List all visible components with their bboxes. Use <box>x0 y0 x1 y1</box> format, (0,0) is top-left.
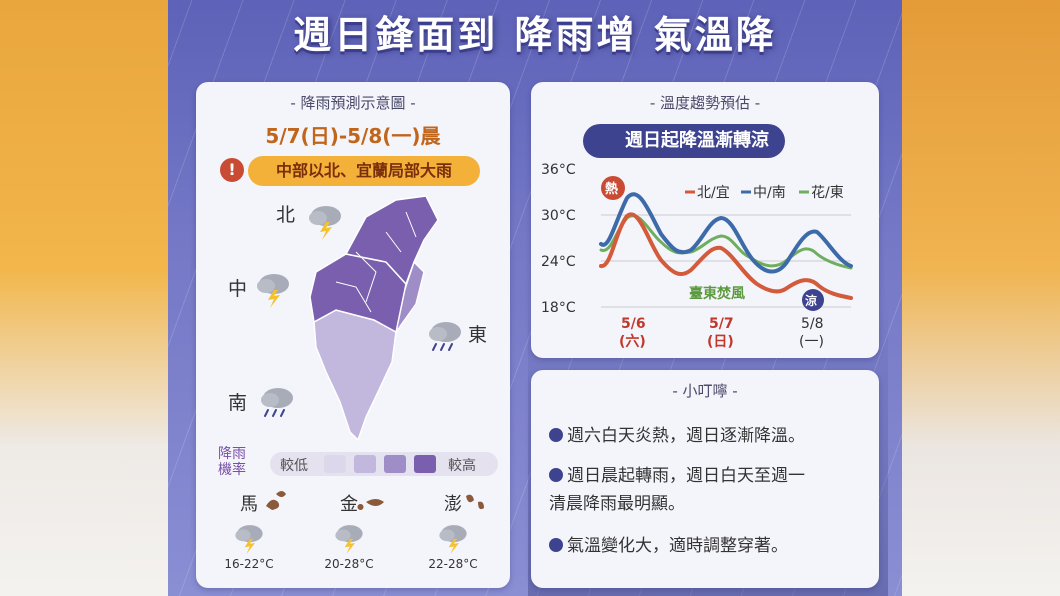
bullet-icon <box>549 428 563 442</box>
island-penghu: 澎 22-28°C <box>418 490 488 571</box>
alert-icon: ! <box>220 158 244 182</box>
legend-north: 北/宜 <box>697 185 730 201</box>
temperature-chart: 36°C 30°C 24°C 18°C 北/宜 中/南 花/東 熱 <box>541 162 853 350</box>
map-south <box>313 309 397 442</box>
region-north-label: 北 <box>276 204 296 226</box>
island-temp-range: 22-28°C <box>428 557 478 571</box>
x-label-day: (一) <box>799 334 824 350</box>
hot-marker: 熱 <box>605 181 618 197</box>
thunderstorm-icon <box>309 206 341 240</box>
thunderstorm-icon <box>335 525 363 554</box>
region-east-label: 東 <box>468 324 488 346</box>
hot-marker-bg <box>601 176 625 200</box>
background-right <box>900 0 1060 596</box>
tips-heading: - 小叮嚀 - <box>672 382 738 400</box>
legend-swatch-4 <box>414 455 436 473</box>
temp-panel-heading: - 溫度趨勢預估 - <box>649 94 761 112</box>
legend-swatch-3 <box>384 455 406 473</box>
rain-panel-heading: - 降雨預測示意圖 - <box>290 94 416 112</box>
series-north-line <box>599 212 853 300</box>
x-label-day: (日) <box>707 334 734 350</box>
x-axis-labels: 5/6 (六) 5/7 (日) 5/8 (一) <box>619 316 824 350</box>
reminder-panel: - 小叮嚀 - 週六白天炎熱，週日逐漸降溫。 週日晨起轉雨，週日白天至週一 清晨… <box>531 370 879 588</box>
page-title: 週日鋒面到 降雨增 氣溫降 <box>293 13 777 57</box>
taiwan-rain-map <box>309 195 439 442</box>
tip-text-cont: 清晨降雨最明顯。 <box>549 494 685 514</box>
x-label-date: 5/8 <box>801 316 824 332</box>
legend-swatch-2 <box>354 455 376 473</box>
region-south-label: 南 <box>228 392 248 414</box>
infographic-card: 週日鋒面到 降雨增 氣溫降 - 降雨預測示意圖 - 5/7(日)-5/8(一)晨… <box>168 0 902 596</box>
temperature-trend-panel: - 溫度趨勢預估 - ! 週日起降溫漸轉涼 36°C 30°C 24°C 18°… <box>531 82 879 358</box>
background-left <box>0 0 170 596</box>
temp-trend-badge: 週日起降溫漸轉涼 <box>583 124 785 158</box>
region-central-label: 中 <box>228 278 248 300</box>
bullet-icon <box>549 468 563 482</box>
cool-marker-bg <box>802 289 824 311</box>
bullet-icon <box>549 538 563 552</box>
tip-text: 週日晨起轉雨，週日白天至週一 <box>567 466 805 486</box>
island-temp-range: 20-28°C <box>324 557 374 571</box>
legend-low: 較低 <box>280 458 308 474</box>
legend-label-line2: 機率 <box>218 462 246 478</box>
island-name: 澎 <box>444 494 462 515</box>
rain-cloud-icon <box>429 322 461 351</box>
island-name: 馬 <box>240 494 258 515</box>
tip-text: 氣溫變化大，適時調整穿著。 <box>567 536 788 556</box>
x-label-date: 5/7 <box>709 316 734 332</box>
y-tick-24: 24°C <box>541 254 576 270</box>
y-tick-18: 18°C <box>541 300 576 316</box>
x-label-day: (六) <box>619 333 646 350</box>
series-central-line <box>599 192 853 274</box>
legend-high: 較高 <box>448 458 476 474</box>
legend-label: 降雨 機率 <box>218 446 246 478</box>
island-matsu: 馬 16-22°C <box>214 490 284 571</box>
y-tick-30: 30°C <box>541 208 576 224</box>
y-tick-36: 36°C <box>541 162 576 178</box>
island-temp-range: 16-22°C <box>224 557 274 571</box>
rain-cloud-icon <box>261 388 293 417</box>
tip-text: 週六白天炎熱，週日逐漸降溫。 <box>567 426 805 446</box>
tip-item: 週六白天炎熱，週日逐漸降溫。 <box>549 422 869 450</box>
thunderstorm-icon <box>439 525 467 554</box>
chart-legend: 北/宜 中/南 花/東 <box>685 185 844 201</box>
island-shapes <box>266 491 484 510</box>
tip-item: 週日晨起轉雨，週日白天至週一 清晨降雨最明顯。 <box>549 462 869 518</box>
cool-marker: 涼 <box>805 293 817 308</box>
thunderstorm-icon <box>257 274 289 308</box>
island-name: 金 <box>340 494 358 515</box>
heavy-rain-alert: 中部以北、宜蘭局部大雨 <box>248 156 480 186</box>
y-axis-ticks: 36°C 30°C 24°C 18°C <box>541 162 576 316</box>
x-label-date: 5/6 <box>621 316 646 332</box>
wind-note: 臺東焚風 <box>689 285 745 302</box>
tip-item: 氣溫變化大，適時調整穿著。 <box>549 532 869 560</box>
rain-probability-legend: 較低 較高 <box>270 452 498 476</box>
rain-date-range: 5/7(日)-5/8(一)晨 <box>265 124 441 148</box>
legend-east: 花/東 <box>811 185 844 201</box>
legend-label-line1: 降雨 <box>218 446 246 462</box>
series-east-line <box>599 214 853 270</box>
thunderstorm-icon <box>235 525 263 554</box>
legend-swatch-1 <box>324 455 346 473</box>
rain-forecast-panel: - 降雨預測示意圖 - 5/7(日)-5/8(一)晨 ! 中部以北、宜蘭局部大雨… <box>196 82 510 588</box>
island-kinmen: 金 20-28°C <box>314 490 384 571</box>
legend-central: 中/南 <box>753 185 786 201</box>
